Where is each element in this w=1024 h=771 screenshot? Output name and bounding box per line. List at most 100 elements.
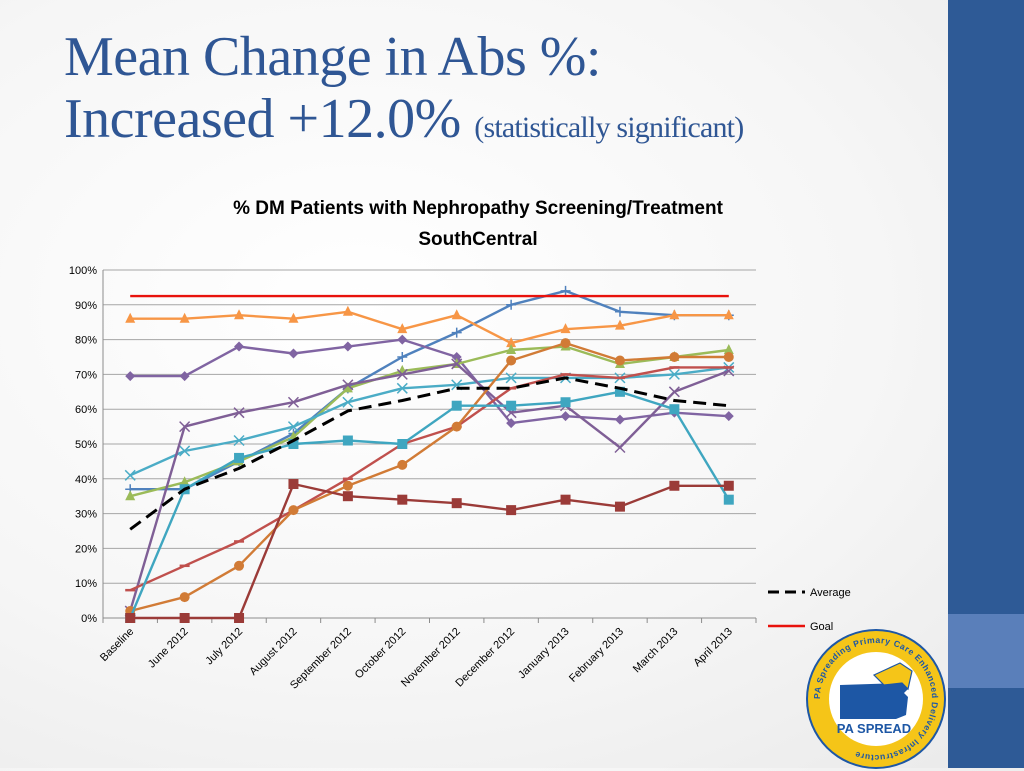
data-point — [560, 338, 571, 349]
y-tick-label: 60% — [75, 404, 97, 416]
data-point — [614, 414, 625, 425]
x-tick-label: August 2012 — [247, 626, 299, 678]
series-2 — [125, 305, 734, 348]
y-tick-label: 30% — [75, 509, 97, 521]
chart-subtitle: SouthCentral — [418, 229, 537, 250]
data-point — [125, 490, 136, 501]
data-point — [179, 312, 190, 323]
data-point — [342, 435, 353, 446]
chart-title: % DM Patients with Nephropathy Screening… — [233, 198, 724, 219]
data-point — [179, 445, 191, 457]
x-tick-label: March 2013 — [631, 626, 681, 676]
data-point — [506, 400, 517, 411]
data-point — [723, 344, 734, 355]
series-line — [130, 310, 729, 345]
data-point — [342, 480, 353, 491]
data-point — [451, 400, 462, 411]
data-point — [614, 441, 626, 454]
data-point — [342, 491, 353, 502]
data-point — [397, 494, 408, 505]
data-point — [342, 382, 353, 393]
data-point — [342, 305, 353, 316]
y-tick-label: 40% — [75, 474, 97, 486]
data-point — [451, 309, 462, 320]
series-9 — [125, 386, 734, 623]
data-point — [506, 337, 517, 348]
series-line — [130, 482, 729, 620]
data-point — [396, 382, 408, 394]
side-bar-accent — [948, 614, 1024, 688]
data-point — [723, 480, 734, 491]
series-5 — [124, 361, 735, 481]
data-point — [288, 348, 299, 359]
series-line — [129, 366, 729, 477]
title-line-2: Increased +12.0% (statistically signific… — [64, 88, 934, 159]
data-point — [723, 309, 734, 320]
data-point — [179, 592, 190, 603]
data-point — [506, 299, 517, 310]
legend-label: Goal — [810, 621, 833, 633]
data-point — [179, 613, 190, 623]
title-line-1: Mean Change in Abs %: — [64, 26, 601, 88]
y-tick-label: 0% — [81, 613, 97, 625]
data-point — [287, 396, 299, 408]
series-10 — [125, 479, 734, 623]
data-point — [506, 505, 517, 516]
x-tick-label: April 2013 — [691, 626, 735, 670]
data-point — [124, 469, 136, 481]
data-point — [669, 309, 680, 320]
data-point — [506, 418, 517, 429]
data-point — [396, 368, 408, 380]
data-point — [397, 459, 408, 470]
legend: Average Goal — [768, 587, 851, 633]
x-tick-label: December 2012 — [453, 626, 517, 690]
data-point — [560, 397, 571, 408]
series-group — [124, 285, 735, 623]
data-point — [397, 334, 408, 345]
data-point — [560, 494, 571, 505]
data-point — [614, 306, 625, 317]
pennsylvania-shape — [840, 683, 908, 719]
series-line — [130, 338, 729, 425]
data-point — [669, 352, 680, 362]
series-line — [129, 366, 729, 592]
data-point — [560, 323, 571, 334]
data-point — [397, 323, 408, 334]
logo-badge-text: PA SPREAD — [837, 721, 911, 736]
data-point — [397, 352, 408, 362]
slide-title: Mean Change in Abs %: Increased +12.0% (… — [64, 26, 934, 159]
data-point — [179, 421, 191, 433]
x-tick-label: October 2012 — [353, 626, 409, 682]
data-point — [451, 327, 462, 338]
data-point — [506, 355, 517, 366]
data-point — [451, 498, 462, 509]
series-3 — [125, 334, 734, 429]
data-point — [669, 404, 680, 415]
spread-region-shape — [872, 662, 913, 691]
pa-spread-logo: PA Spreading Primary Care Enhanced Deliv… — [806, 629, 946, 769]
series-line — [129, 341, 729, 613]
x-axis-ticks: Baseline June 2012 July 2012 August 2012Sep… — [98, 626, 735, 692]
data-point — [614, 355, 625, 366]
series-line — [130, 289, 729, 491]
data-point — [233, 407, 245, 419]
data-point — [723, 494, 734, 505]
data-point — [668, 386, 680, 398]
data-point — [342, 396, 354, 408]
data-point — [560, 411, 571, 422]
data-point — [179, 476, 190, 487]
data-point — [125, 613, 136, 623]
data-point — [179, 371, 190, 382]
series-average — [129, 376, 729, 531]
series-line — [129, 376, 729, 531]
data-point — [614, 386, 625, 397]
data-point — [723, 411, 734, 422]
x-tick-label: June 2012 — [146, 626, 191, 671]
data-point — [451, 421, 462, 432]
data-point — [668, 368, 680, 380]
data-point — [506, 344, 517, 355]
y-tick-label: 80% — [75, 335, 97, 347]
x-tick-label: July 2012 — [203, 626, 245, 668]
y-tick-label: 90% — [75, 300, 97, 312]
